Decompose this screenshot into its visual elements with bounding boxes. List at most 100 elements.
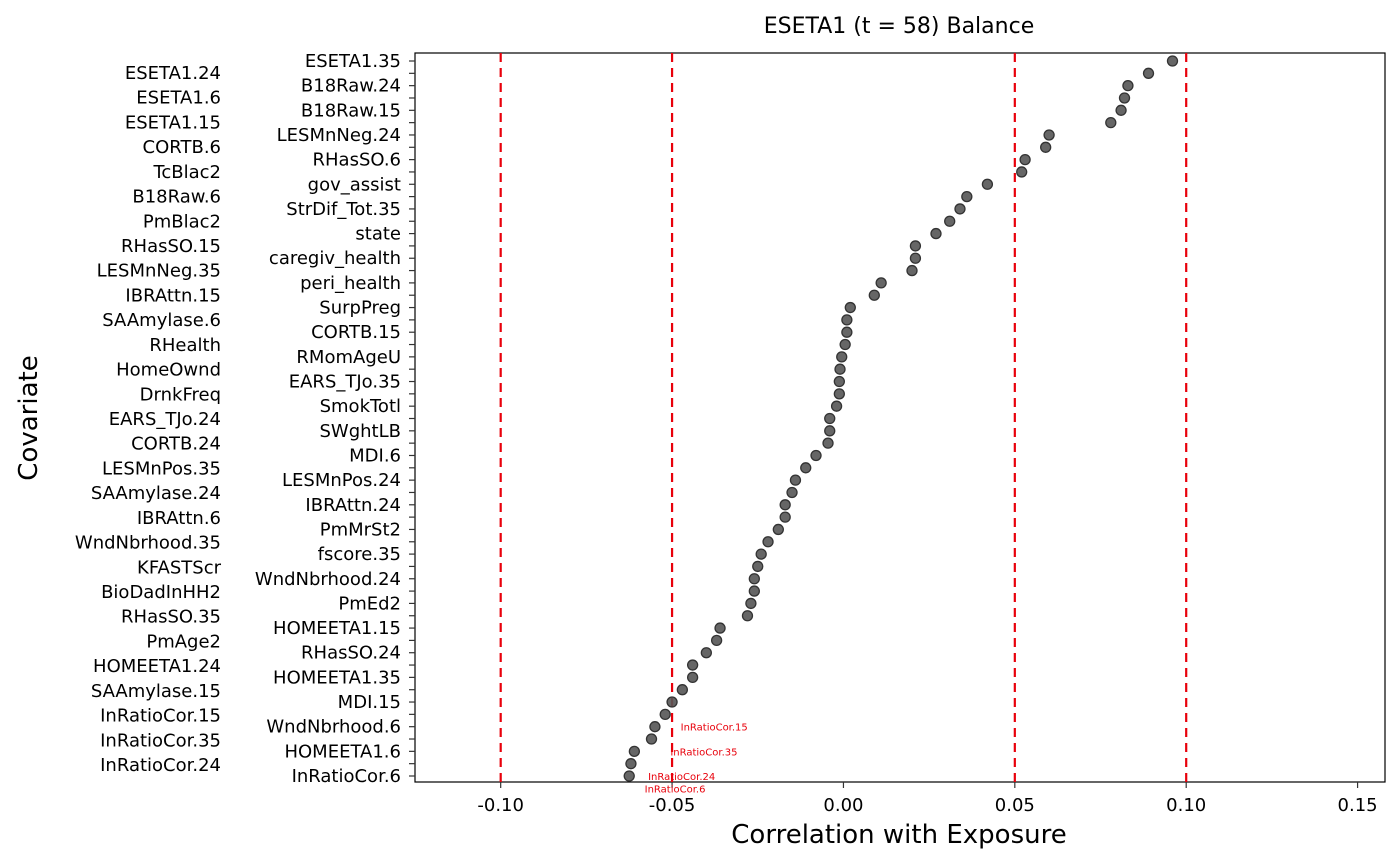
y-tick-label: B18Raw.6 <box>132 187 221 208</box>
y-tick-label: HOMEETA1.24 <box>93 656 221 677</box>
y-tick-label: B18Raw.15 <box>301 100 401 121</box>
y-tick-label: DrnkFreq <box>140 384 221 405</box>
data-point <box>836 351 848 363</box>
y-tick-label: RHasSO.35 <box>121 607 221 628</box>
data-point <box>930 227 942 240</box>
y-axis-label: Covariate <box>14 355 44 480</box>
data-point <box>909 240 922 252</box>
data-point <box>961 190 973 203</box>
y-tick-label: ESETA1.24 <box>125 63 221 84</box>
y-tick-label: IBRAttn.6 <box>137 508 221 529</box>
data-point <box>748 573 760 585</box>
data-point <box>833 375 845 388</box>
y-tick-label: MDI.6 <box>349 445 401 466</box>
y-tick-label: RHasSO.24 <box>301 643 401 664</box>
data-point <box>844 301 856 314</box>
point-annotations: InRatioCor.15 InRatioCor.35 InRatioCor.24I… <box>645 723 748 796</box>
y-tick-label: PmBlac2 <box>143 211 221 232</box>
data-point <box>659 708 671 721</box>
y-tick-label: KFASTScr <box>137 557 222 578</box>
data-point <box>875 277 887 289</box>
y-tick-label: B18Raw.24 <box>301 76 401 97</box>
y-tick-label: PmMrSt2 <box>320 519 401 540</box>
data-point <box>824 425 836 437</box>
data-point <box>752 560 764 573</box>
y-tick-label: RMomAgeU <box>296 347 401 368</box>
data-point <box>1016 166 1028 178</box>
y-axis-labels-right: ESETA1.35 B18Raw.24 B18Raw.15 LESMnNeg.24 RH… <box>255 51 401 787</box>
data-point <box>906 264 918 277</box>
y-tick-label: PmAge2 <box>146 631 221 652</box>
x-tick-label: 0.10 <box>1166 795 1206 816</box>
y-tick-label: ESETA1.15 <box>125 112 221 133</box>
data-point <box>1043 129 1055 141</box>
point-annotation: InRatioCor.15 <box>681 723 748 734</box>
y-tick-label: CORTB.24 <box>131 434 221 455</box>
y-tick-label: StrDif_Tot.35 <box>286 199 401 220</box>
data-point <box>745 597 757 610</box>
data-point <box>686 671 699 684</box>
data-point <box>779 511 791 523</box>
y-tick-label: CORTB.6 <box>143 137 221 158</box>
y-tick-label: WndNbrhood.24 <box>255 569 401 590</box>
y-tick-label: PmEd2 <box>338 593 401 614</box>
y-tick-label: InRatioCor.15 <box>100 706 221 727</box>
y-axis-labels-left: ESETA1.24 ESETA1.6 ESETA1.15 CORTB.6 TcBlac2… <box>75 63 222 776</box>
data-point <box>833 388 845 400</box>
y-tick-label: InRatioCor.6 <box>292 766 401 787</box>
data-point <box>824 412 836 425</box>
x-tick-label: -0.05 <box>649 795 696 816</box>
y-tick-label: ESETA1.35 <box>305 51 401 72</box>
data-point <box>625 758 637 770</box>
y-tick-label: BioDadInHH2 <box>101 582 221 603</box>
y-tick-label: EARS_TJo.24 <box>109 409 221 430</box>
data-point <box>841 314 853 326</box>
data-point <box>1118 92 1131 104</box>
y-tick-label: MDI.15 <box>338 692 401 713</box>
y-tick-label: caregiv_health <box>269 248 401 269</box>
y-tick-label: TcBlac2 <box>152 162 221 183</box>
y-tick-label: SAAmylase.6 <box>102 310 221 331</box>
data-points <box>623 55 1179 782</box>
y-tick-label: IBRAttn.24 <box>305 495 401 516</box>
data-point <box>710 634 723 647</box>
y-tick-label: SurpPreg <box>319 298 401 319</box>
data-point <box>944 215 956 227</box>
data-point <box>748 585 760 597</box>
data-point <box>623 770 635 782</box>
y-axis-ticks <box>409 60 415 777</box>
y-tick-label: RHealth <box>149 335 221 356</box>
y-tick-label: SAAmylase.24 <box>91 483 221 504</box>
data-point <box>1122 80 1134 92</box>
data-point <box>800 462 812 474</box>
y-tick-label: SWghtLB <box>320 421 402 442</box>
data-point <box>714 622 726 634</box>
y-tick-label: InRatioCor.24 <box>100 755 221 776</box>
data-point <box>789 474 802 486</box>
data-point <box>666 696 678 708</box>
y-tick-label: SmokTotl <box>320 396 401 417</box>
data-point <box>981 178 994 190</box>
y-tick-label: LESMnNeg.35 <box>97 261 221 282</box>
data-point <box>762 536 774 548</box>
data-point <box>839 338 851 351</box>
data-point <box>834 363 846 375</box>
point-annotation: InRatioCor.24 <box>648 772 715 783</box>
y-tick-label: gov_assist <box>308 174 401 195</box>
y-tick-label: ESETA1.6 <box>136 88 221 109</box>
y-tick-label: HOMEETA1.6 <box>284 741 401 762</box>
y-tick-label: HOMEETA1.15 <box>273 618 401 639</box>
data-point <box>649 721 661 733</box>
data-point <box>786 486 798 499</box>
data-point <box>868 289 880 301</box>
y-tick-label: WndNbrhood.6 <box>266 717 401 738</box>
y-tick-label: LESMnNeg.24 <box>277 125 401 146</box>
y-tick-label: WndNbrhood.35 <box>75 533 221 554</box>
y-tick-label: LESMnPos.35 <box>102 458 221 479</box>
y-tick-label: InRatioCor.35 <box>100 730 221 751</box>
data-point <box>645 733 658 745</box>
y-tick-label: IBRAttn.15 <box>125 285 221 306</box>
data-point <box>1040 141 1052 153</box>
y-tick-label: peri_health <box>300 273 401 294</box>
